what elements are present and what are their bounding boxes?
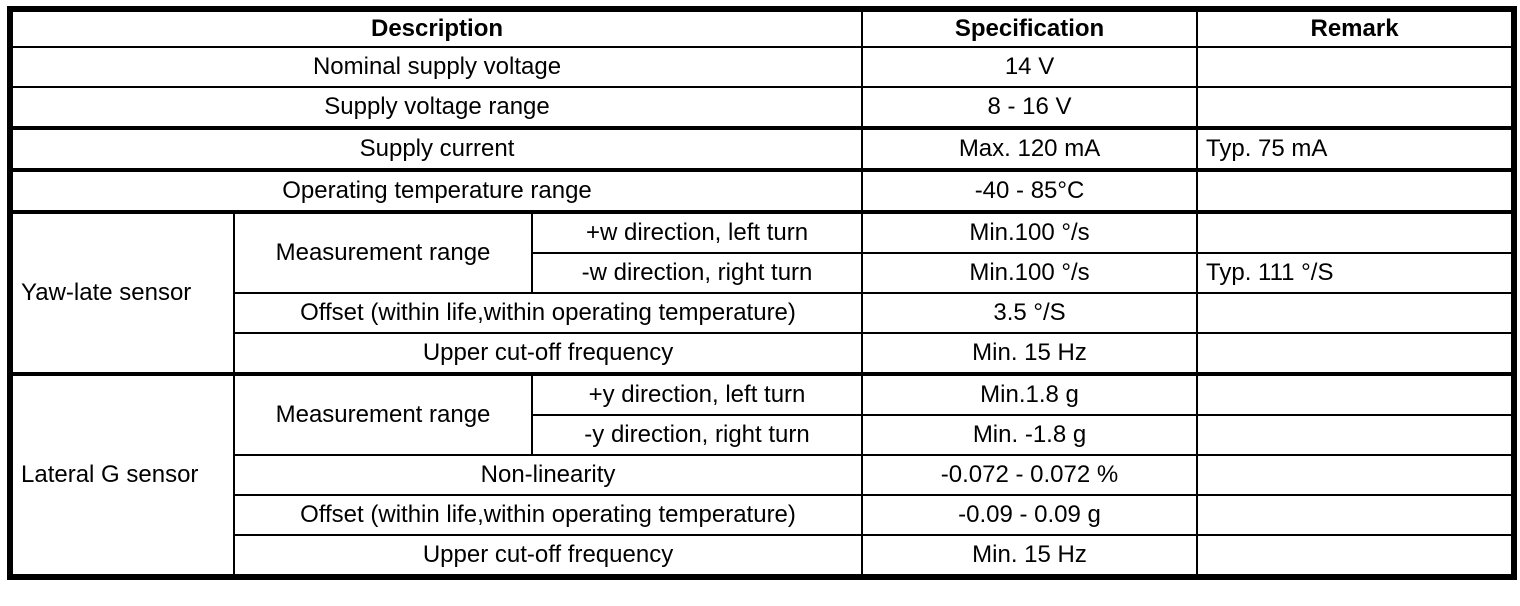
table-row: Non-linearity -0.072 - 0.072 % xyxy=(10,454,1516,496)
remark-cell xyxy=(1196,211,1516,254)
table-row: Lateral G sensor Measurement range +y di… xyxy=(9,373,1516,578)
description-cell: Upper cut-off frequency xyxy=(232,534,864,578)
specification-cell: Min. 15 Hz xyxy=(861,332,1199,376)
remark-cell xyxy=(1196,414,1516,456)
sensor-name-cell: Yaw-late sensor xyxy=(9,211,235,376)
table-header-row: Description Specification Remark xyxy=(8,8,1516,48)
table-row: Supply voltage range 8 - 16 V xyxy=(8,86,1516,130)
remark-cell xyxy=(1196,494,1516,536)
specification-cell: Min.100 °/s xyxy=(861,252,1199,294)
table-row: -w direction, right turn Min.100 °/s Typ… xyxy=(10,252,1516,294)
specification-cell: 8 - 16 V xyxy=(861,86,1199,130)
table-row: Nominal supply voltage 14 V xyxy=(8,46,1516,88)
specification-cell: Min. 15 Hz xyxy=(861,534,1199,578)
specification-cell: -0.09 - 0.09 g xyxy=(861,494,1199,536)
description-cell: +w direction, left turn xyxy=(530,211,864,254)
description-cell: Supply current xyxy=(8,127,864,172)
remark-cell: Typ. 111 °/S xyxy=(1196,252,1516,294)
table-row: Upper cut-off frequency Min. 15 Hz xyxy=(10,534,1516,578)
specification-cell: Min. -1.8 g xyxy=(861,414,1199,456)
specification-cell: Max. 120 mA xyxy=(861,127,1199,172)
table-row: Upper cut-off frequency Min. 15 Hz xyxy=(10,332,1516,376)
remark-cell xyxy=(1196,534,1516,578)
remark-cell xyxy=(1196,86,1516,130)
remark-cell xyxy=(1196,169,1516,214)
document-page: Description Specification Remark Nominal… xyxy=(7,6,1518,580)
measurement-range-cell: Measurement range xyxy=(233,373,533,456)
description-cell: Upper cut-off frequency xyxy=(232,332,864,376)
table-row: Yaw-late sensor Measurement range +w dir… xyxy=(9,211,1516,376)
description-cell: Offset (within life,within operating tem… xyxy=(232,494,864,536)
sensor-specification-table: Description Specification Remark Nominal… xyxy=(7,6,1518,580)
remark-cell xyxy=(1196,292,1516,334)
measurement-range-cell: Measurement range xyxy=(233,211,533,294)
description-cell: Supply voltage range xyxy=(8,86,864,130)
description-cell: Nominal supply voltage xyxy=(8,46,864,88)
remark-cell xyxy=(1196,46,1516,88)
specification-cell: Min.100 °/s xyxy=(861,211,1199,254)
remark-cell xyxy=(1196,373,1516,416)
table-row: Offset (within life,within operating tem… xyxy=(10,292,1516,334)
description-cell: -w direction, right turn xyxy=(530,252,864,294)
table-row: Operating temperature range -40 - 85°C xyxy=(8,169,1516,214)
description-cell: Non-linearity xyxy=(232,454,864,496)
table-row: -y direction, right turn Min. -1.8 g xyxy=(10,414,1516,456)
column-header-remark: Remark xyxy=(1196,8,1516,48)
remark-cell xyxy=(1196,454,1516,496)
description-cell: -y direction, right turn xyxy=(530,414,864,456)
specification-cell: -40 - 85°C xyxy=(861,169,1199,214)
table-row: Supply current Max. 120 mA Typ. 75 mA xyxy=(8,127,1516,172)
specification-cell: 3.5 °/S xyxy=(861,292,1199,334)
sensor-name-cell: Lateral G sensor xyxy=(9,373,235,578)
specification-cell: Min.1.8 g xyxy=(861,373,1199,416)
specification-cell: 14 V xyxy=(861,46,1199,88)
description-cell: +y direction, left turn xyxy=(530,373,864,416)
remark-cell xyxy=(1196,332,1516,376)
column-header-description: Description xyxy=(8,8,864,48)
remark-cell: Typ. 75 mA xyxy=(1196,127,1516,172)
column-header-specification: Specification xyxy=(861,8,1199,48)
description-cell: Operating temperature range xyxy=(8,169,864,214)
specification-cell: -0.072 - 0.072 % xyxy=(861,454,1199,496)
description-cell: Offset (within life,within operating tem… xyxy=(232,292,864,334)
table-row: Offset (within life,within operating tem… xyxy=(10,494,1516,536)
